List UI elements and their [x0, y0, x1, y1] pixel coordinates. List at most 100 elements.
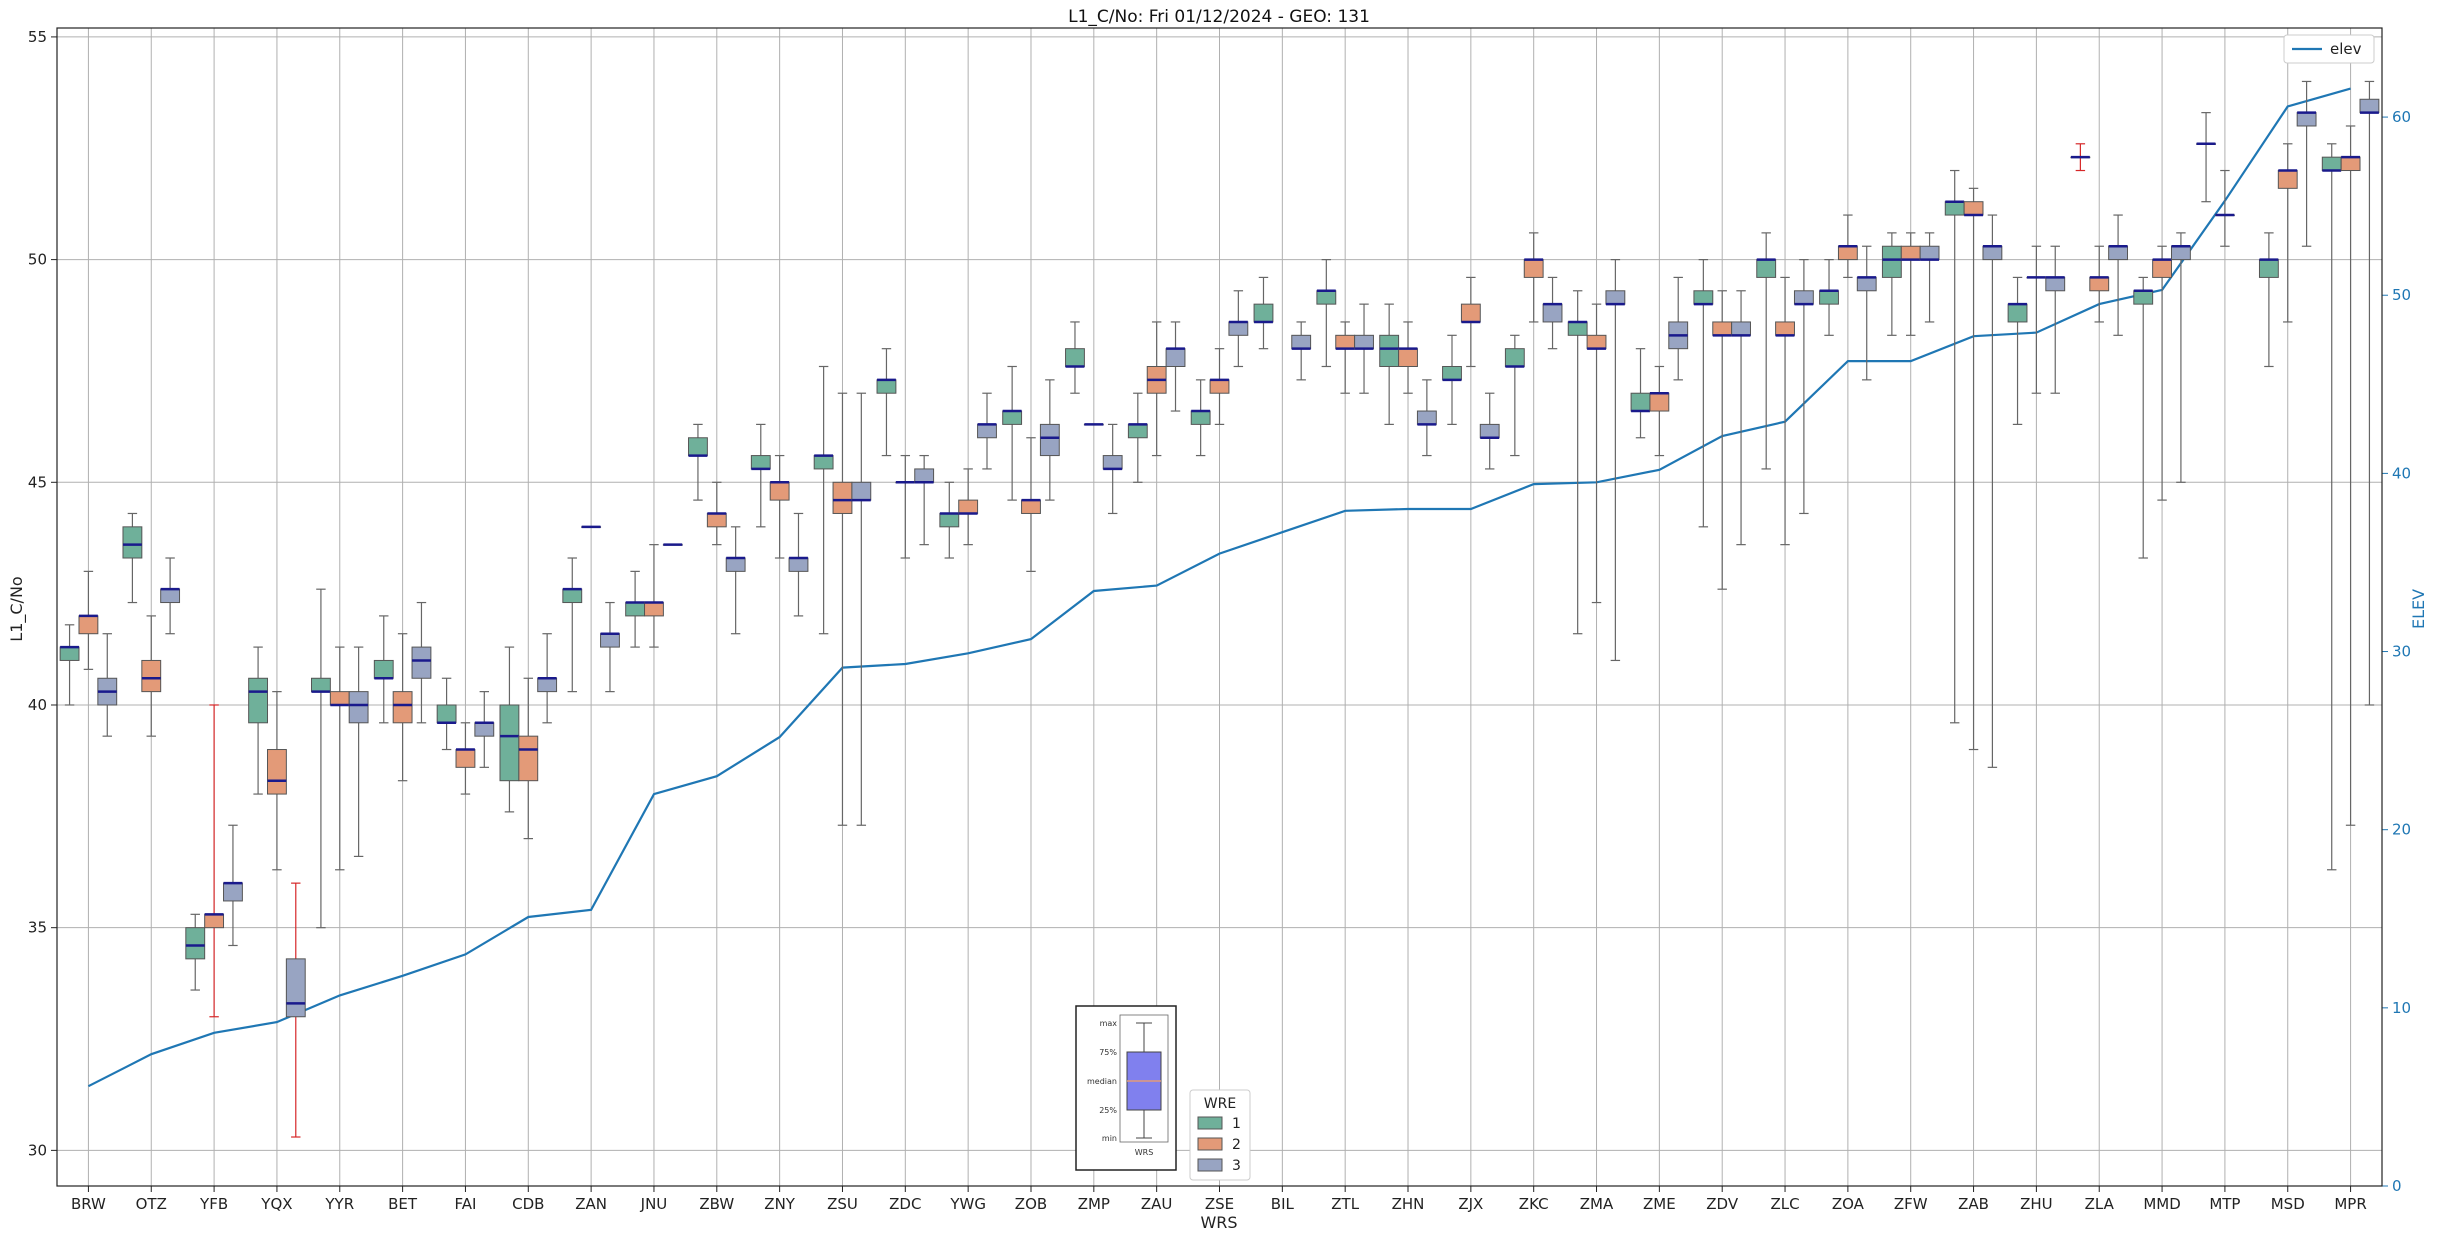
box-wre-2: [1398, 348, 1418, 367]
plot-frame: [56, 27, 2383, 1187]
box-wre-2: [1649, 392, 1670, 412]
legend-wre-label-2: 2: [1232, 1137, 1241, 1153]
boxplot-key-inset: max 75% median 25% min WRS: [1075, 1005, 1177, 1171]
x-tick-label: CDB: [512, 1195, 544, 1213]
inset-label: 75%: [1099, 1048, 1117, 1057]
x-tick-label: ZMA: [1580, 1195, 1614, 1213]
x-tick-label: JNU: [640, 1195, 668, 1213]
box-wre-3: [977, 423, 997, 439]
legend-elev: elev: [2283, 34, 2375, 64]
box-wre-2: [1963, 201, 1984, 216]
box-wre-1: [1253, 303, 1274, 323]
box-groups: [59, 80, 2380, 1138]
box-wre-1: [2258, 259, 2279, 278]
legend-wre-label-1: 1: [1232, 1116, 1241, 1132]
box-wre-2: [2152, 259, 2172, 278]
box-wre-2: [1209, 379, 1230, 394]
x-tick-label: ZAU: [1141, 1195, 1173, 1213]
box-wre-2: [958, 499, 979, 514]
box-wre-3: [1542, 303, 1563, 323]
box-wre-1: [1630, 392, 1651, 412]
x-tick-label: ZMP: [1078, 1195, 1110, 1213]
legend-wre: WRE 1 2 3: [1189, 1089, 1251, 1181]
y-right-axis-label: ELEV: [2409, 589, 2428, 629]
y-tick-label: 40: [28, 696, 47, 714]
grid: [57, 28, 2382, 1186]
inset-xlabel: WRS: [1135, 1148, 1154, 1157]
legend-wre-swatch-3: [1197, 1158, 1223, 1172]
box-wre-1: [688, 437, 708, 457]
box-wre-2: [78, 615, 99, 635]
box-wre-3: [788, 557, 809, 572]
box-wre-2: [329, 691, 350, 706]
y-right-tick-label: 40: [2392, 464, 2411, 482]
box-wre-1: [750, 455, 771, 470]
inset-label: 25%: [1099, 1106, 1117, 1115]
y-axis-label: L1_C/No: [7, 576, 27, 641]
x-tick-label: ZME: [1643, 1195, 1676, 1213]
x-tick-label: ZHN: [1392, 1195, 1425, 1213]
box-wre-2: [769, 481, 790, 501]
legend-wre-frame: [1189, 1089, 1251, 1181]
box-wre-3: [474, 722, 495, 737]
box-wre-3: [537, 677, 558, 693]
box-wre-1: [1504, 348, 1525, 367]
x-tick-label: BET: [388, 1195, 418, 1213]
box-wre-1: [2007, 303, 2028, 323]
box-wre-1: [1944, 201, 1965, 216]
box-wre-3: [1039, 423, 1060, 457]
x-tick-label: ZSU: [827, 1195, 858, 1213]
box-wre-2: [518, 735, 539, 782]
y-right-tick-label: 60: [2392, 108, 2411, 126]
box-wre-2: [1523, 259, 1544, 278]
box-wre-1: [939, 512, 960, 528]
y-right-tick-label: 0: [2392, 1177, 2402, 1195]
box-wre-3: [600, 633, 620, 648]
box-wre-3: [725, 557, 746, 572]
y-tick-label: 50: [28, 251, 47, 269]
y-tick-label: 35: [28, 919, 47, 937]
legend-wre-label-3: 3: [1232, 1158, 1241, 1174]
box-wre-1: [373, 659, 394, 679]
x-tick-label: ZFW: [1894, 1195, 1928, 1213]
box-wre-2: [1021, 499, 1041, 514]
y-tick-label: 30: [28, 1141, 47, 1159]
y-right-tick-label: 20: [2392, 821, 2411, 839]
legend-wre-title: WRE: [1204, 1096, 1236, 1112]
box-wre-1: [1316, 290, 1337, 305]
box-wre-2: [706, 512, 727, 528]
box-wre-2: [141, 659, 162, 693]
box-wre-3: [1354, 334, 1374, 350]
box-wre-2: [1837, 245, 1858, 261]
box-wre-1: [1442, 365, 1462, 381]
x-tick-label: ZKC: [1519, 1195, 1549, 1213]
x-tick-label: BIL: [1271, 1195, 1295, 1213]
box-wre-3: [223, 882, 243, 902]
box-wre-1: [436, 704, 457, 724]
x-axis-label: WRS: [1200, 1213, 1237, 1232]
x-tick-label: ZLC: [1770, 1195, 1799, 1213]
x-tick-label: YYR: [324, 1195, 354, 1213]
box-wre-1: [310, 677, 331, 693]
legend-elev-label: elev: [2330, 40, 2362, 58]
x-tick-label: ZAB: [1958, 1195, 1989, 1213]
box-wre-3: [348, 691, 369, 724]
box-wre-2: [644, 602, 664, 617]
box-wre-1: [1756, 259, 1777, 278]
box-wre-1: [499, 704, 520, 782]
box-wre-2: [2340, 156, 2361, 172]
x-tick-label: YQX: [260, 1195, 292, 1213]
legend-wre-swatch-2: [1197, 1137, 1223, 1151]
box-wre-1: [1379, 334, 1400, 367]
box-wre-2: [1775, 321, 1795, 336]
box-wre-3: [1856, 276, 1877, 292]
box-wre-2: [1586, 334, 1607, 350]
box-wre-1: [59, 646, 80, 661]
box-wre-1: [876, 379, 897, 394]
box-wre-1: [122, 526, 143, 559]
x-tick-label: ZOB: [1015, 1195, 1047, 1213]
box-wre-1: [1190, 410, 1211, 425]
box-wre-3: [851, 481, 872, 501]
